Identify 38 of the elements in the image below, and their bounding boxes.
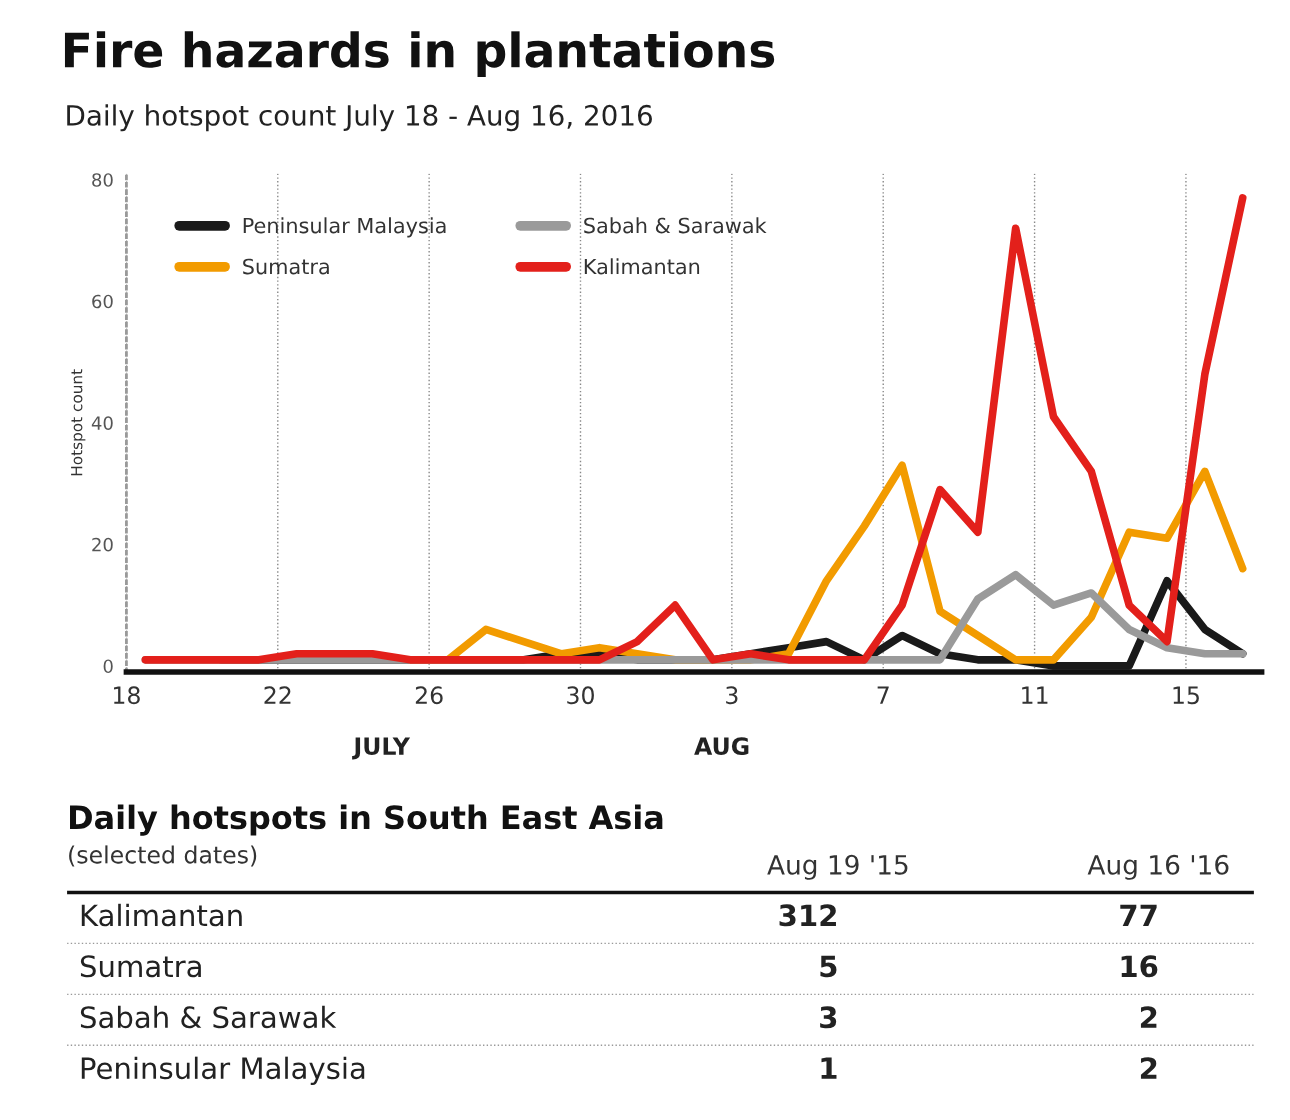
category-label: Peninsular Malaysia [81, 1056, 365, 1085]
y-tick-label: 20 [92, 537, 113, 552]
x-tick-label: 18 [113, 686, 140, 705]
category-label: Sumatra [80, 955, 201, 978]
x-tick-label: 3 [726, 686, 738, 705]
data-label: 312 [779, 904, 836, 927]
x-tick-label: 30 [567, 686, 594, 705]
text: Aug 16 '16 [1087, 854, 1229, 880]
x-tick-label: 26 [415, 686, 443, 705]
data-label: 5 [820, 955, 837, 978]
data-label: 2 [1140, 1006, 1157, 1028]
text: AUG [694, 737, 749, 756]
data-label: 3 [820, 1006, 837, 1029]
x-tick-label: 15 [1173, 686, 1199, 705]
text: (selected dates) [69, 845, 257, 867]
legend-label: Peninsular Malaysia [243, 217, 446, 238]
y-tick-label: 80 [92, 173, 113, 187]
legend-label: Sumatra [243, 258, 329, 275]
data-label: 16 [1121, 955, 1158, 978]
category-label: Kalimantan [81, 903, 242, 927]
chart-subtitle: Daily hotspot count July 18 - Aug 16, 2016 [67, 104, 652, 132]
x-tick-label: 11 [1022, 686, 1048, 704]
data-label: 77 [1120, 904, 1157, 926]
legend-label: Kalimantan [584, 258, 700, 275]
x-tick-label: 7 [877, 686, 889, 704]
y-tick-label: 40 [91, 416, 113, 430]
data-label: 2 [1140, 1057, 1157, 1079]
category-label: Sabah & Sarawak [80, 1005, 337, 1029]
legend-label: Sabah & Sarawak [584, 217, 767, 234]
y-tick-label: 60 [92, 294, 113, 309]
chart-title: Fire hazards in plantations [64, 31, 775, 78]
y-tick-label: 0 [103, 659, 113, 674]
text: JULY [352, 737, 411, 760]
x-tick-label: 22 [264, 686, 291, 704]
y-axis-title: Hotspot count [71, 369, 86, 476]
data-label: 1 [821, 1057, 837, 1079]
text: Aug 19 '15 [767, 854, 908, 880]
text: Daily hotspots in South East Asia [70, 804, 663, 836]
